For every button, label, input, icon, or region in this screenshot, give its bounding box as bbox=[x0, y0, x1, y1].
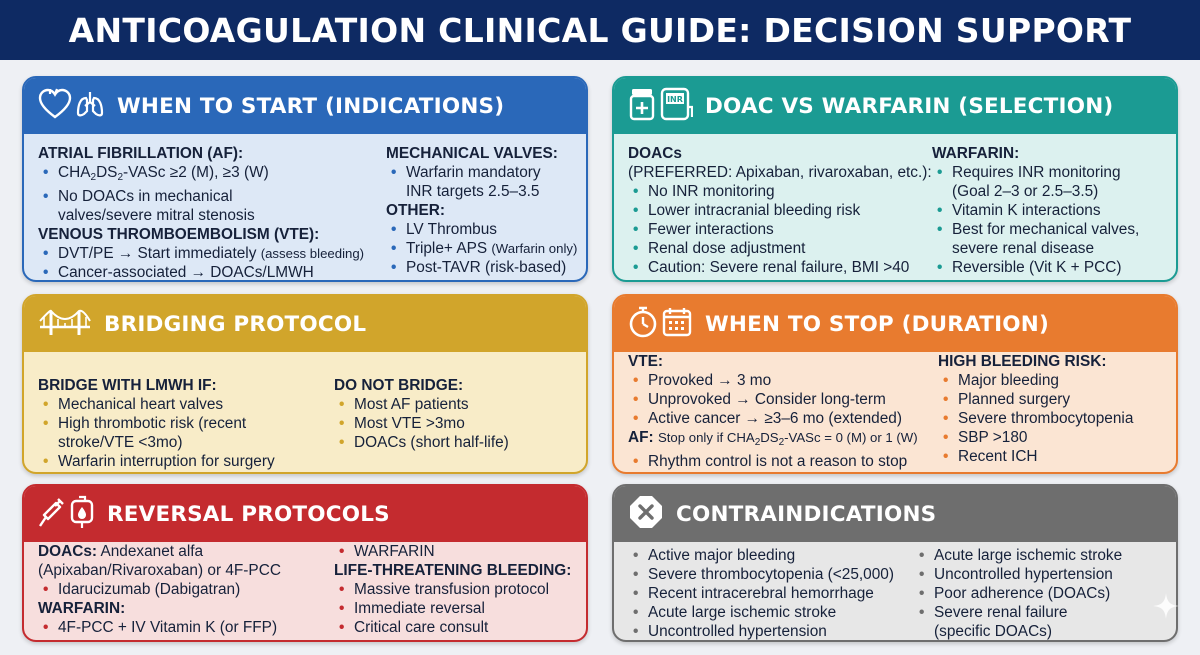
list-item: Requires INR monitoring (Goal 2–3 or 2.5… bbox=[932, 163, 1142, 201]
card-header: BRIDGING PROTOCOL bbox=[24, 296, 586, 352]
list-item: WARFARIN bbox=[334, 542, 584, 561]
list-item: Uncontrolled hypertension bbox=[914, 565, 1144, 584]
doac-heading: DOACs bbox=[628, 145, 682, 162]
list-item: Recent intracerebral hemorrhage bbox=[628, 584, 928, 603]
card-when-to-start: WHEN TO START (INDICATIONS) ATRIAL FIBRI… bbox=[22, 76, 588, 282]
card-header: CONTRAINDICATIONS bbox=[614, 486, 1176, 542]
list-item: Triple+ APS (Warfarin only) bbox=[386, 239, 586, 258]
list-item: DOACs (short half-life) bbox=[334, 433, 574, 452]
list-item: Major bleeding bbox=[938, 371, 1168, 390]
x-octagon-icon bbox=[628, 494, 664, 535]
list-item: Post-TAVR (risk-based) bbox=[386, 258, 586, 277]
list-item: Renal dose adjustment bbox=[628, 239, 938, 258]
list-item: No INR monitoring bbox=[628, 182, 938, 201]
card-title: REVERSAL PROTOCOLS bbox=[107, 501, 390, 527]
list-item: Immediate reversal bbox=[334, 599, 584, 618]
doac-reversal: DOACs: Andexanet alfa (Apixaban/Rivaroxa… bbox=[38, 543, 281, 579]
list-item: Mechanical heart valves bbox=[38, 395, 338, 414]
heart-icon bbox=[38, 88, 72, 125]
card-title: WHEN TO STOP (DURATION) bbox=[705, 311, 1049, 337]
card-header: INR DOAC VS WARFARIN (SELECTION) bbox=[614, 78, 1176, 134]
list-item: Severe renal failure (specific DOACs) bbox=[914, 603, 1124, 640]
list-item: Active major bleeding bbox=[628, 546, 928, 565]
list-item: Poor adherence (DOACs) bbox=[914, 584, 1144, 603]
list-item: Massive transfusion protocol bbox=[334, 580, 584, 599]
card-when-to-stop: WHEN TO STOP (DURATION) VTE: Provoked → … bbox=[612, 294, 1178, 474]
blood-bag-icon bbox=[69, 495, 95, 534]
card-title: DOAC VS WARFARIN (SELECTION) bbox=[705, 93, 1114, 119]
list-item: No DOACs in mechanical valves/severe mit… bbox=[38, 187, 278, 225]
card-contraindications: CONTRAINDICATIONS Active major bleeding … bbox=[612, 484, 1178, 642]
list-item: Caution: Severe renal failure, BMI >40 bbox=[628, 258, 938, 277]
list-item: SBP >180 bbox=[938, 428, 1168, 447]
list-item: Provoked → 3 mo bbox=[628, 371, 938, 390]
list-item: Warfarin interruption for surgery bbox=[38, 452, 338, 471]
list-item: Acute large ischemic stroke bbox=[914, 546, 1144, 565]
card-doac-vs-warfarin: INR DOAC VS WARFARIN (SELECTION) DOACs (… bbox=[612, 76, 1178, 282]
card-title: WHEN TO START (INDICATIONS) bbox=[117, 93, 505, 119]
card-header: REVERSAL PROTOCOLS bbox=[24, 486, 586, 542]
life-threatening-heading: LIFE-THREATENING BLEEDING: bbox=[334, 562, 572, 579]
list-item: Recent ICH bbox=[938, 447, 1168, 466]
list-item: Critical care consult bbox=[334, 618, 584, 637]
card-header: WHEN TO START (INDICATIONS) bbox=[24, 78, 586, 134]
list-item: 4F-PCC + IV Vitamin K (or FFP) bbox=[38, 618, 338, 637]
pill-bottle-icon bbox=[628, 87, 656, 126]
lungs-icon bbox=[75, 89, 105, 124]
card-title: BRIDGING PROTOCOL bbox=[104, 311, 367, 337]
card-bridging-protocol: BRIDGING PROTOCOL BRIDGE WITH LMWH IF: M… bbox=[22, 294, 588, 474]
bridge-heading: BRIDGE WITH LMWH IF: bbox=[38, 377, 217, 394]
page-title: ANTICOAGULATION CLINICAL GUIDE: DECISION… bbox=[68, 10, 1132, 50]
calendar-icon bbox=[661, 306, 693, 343]
bridge-icon bbox=[38, 305, 92, 344]
list-item: CHA2DS2-VASc ≥2 (M), ≥3 (W) bbox=[38, 163, 398, 187]
list-item: Planned surgery bbox=[938, 390, 1168, 409]
list-item: Vitamin K interactions bbox=[932, 201, 1172, 220]
list-item: Severe thrombocytopenia bbox=[938, 409, 1168, 428]
list-item: Idarucizumab (Dabigatran) bbox=[38, 580, 338, 599]
doac-preferred-note: (PREFERRED: Apixaban, rivaroxaban, etc.)… bbox=[628, 164, 932, 181]
mechanical-valves-heading: MECHANICAL VALVES: bbox=[386, 145, 558, 162]
list-item: Best for mechanical valves, severe renal… bbox=[932, 220, 1147, 258]
bleeding-risk-heading: HIGH BLEEDING RISK: bbox=[938, 353, 1107, 370]
warfarin-heading: WARFARIN: bbox=[932, 145, 1020, 162]
title-bar: ANTICOAGULATION CLINICAL GUIDE: DECISION… bbox=[0, 0, 1200, 60]
list-item: Most AF patients bbox=[334, 395, 574, 414]
inr-meter-icon: INR bbox=[659, 87, 694, 126]
af-heading: ATRIAL FIBRILLATION (AF): bbox=[38, 145, 244, 162]
list-item: DVT/PE → Start immediately (assess bleed… bbox=[38, 244, 398, 263]
list-item: Lower intracranial bleeding risk bbox=[628, 201, 938, 220]
list-item: Severe thrombocytopenia (<25,000) bbox=[628, 565, 928, 584]
no-bridge-heading: DO NOT BRIDGE: bbox=[334, 377, 464, 394]
vte-heading: VENOUS THROMBOEMBOLISM (VTE): bbox=[38, 226, 320, 243]
af-stop-rule: AF: Stop only if CHA2DS2-VASc = 0 (M) or… bbox=[628, 429, 918, 448]
list-item: Reversible (Vit K + PCC) bbox=[932, 258, 1172, 277]
list-item: Unprovoked → Consider long-term bbox=[628, 390, 938, 409]
warfarin-heading: WARFARIN: bbox=[38, 600, 126, 617]
list-item: LV Thrombus bbox=[386, 220, 586, 239]
svg-text:INR: INR bbox=[667, 95, 683, 104]
list-item: High thrombotic risk (recent stroke/VTE … bbox=[38, 414, 268, 452]
card-reversal-protocols: REVERSAL PROTOCOLS DOACs: Andexanet alfa… bbox=[22, 484, 588, 642]
list-item: Uncontrolled hypertension bbox=[628, 622, 928, 640]
other-heading: OTHER: bbox=[386, 202, 445, 219]
list-item: Fewer interactions bbox=[628, 220, 938, 239]
list-item: Most VTE >3mo bbox=[334, 414, 574, 433]
syringe-icon bbox=[38, 496, 66, 533]
card-header: WHEN TO STOP (DURATION) bbox=[614, 296, 1176, 352]
list-item: Cancer-associated → DOACs/LMWH bbox=[38, 263, 398, 280]
list-item: Acute large ischemic stroke bbox=[628, 603, 928, 622]
list-item: Active cancer → ≥3–6 mo (extended) bbox=[628, 409, 938, 428]
list-item: Rhythm control is not a reason to stop bbox=[628, 452, 938, 471]
card-title: CONTRAINDICATIONS bbox=[676, 501, 937, 527]
sparkle-icon bbox=[1152, 592, 1180, 625]
stopwatch-icon bbox=[628, 306, 658, 343]
vte-heading: VTE: bbox=[628, 353, 664, 370]
list-item: Warfarin mandatory INR targets 2.5–3.5 bbox=[386, 163, 561, 201]
